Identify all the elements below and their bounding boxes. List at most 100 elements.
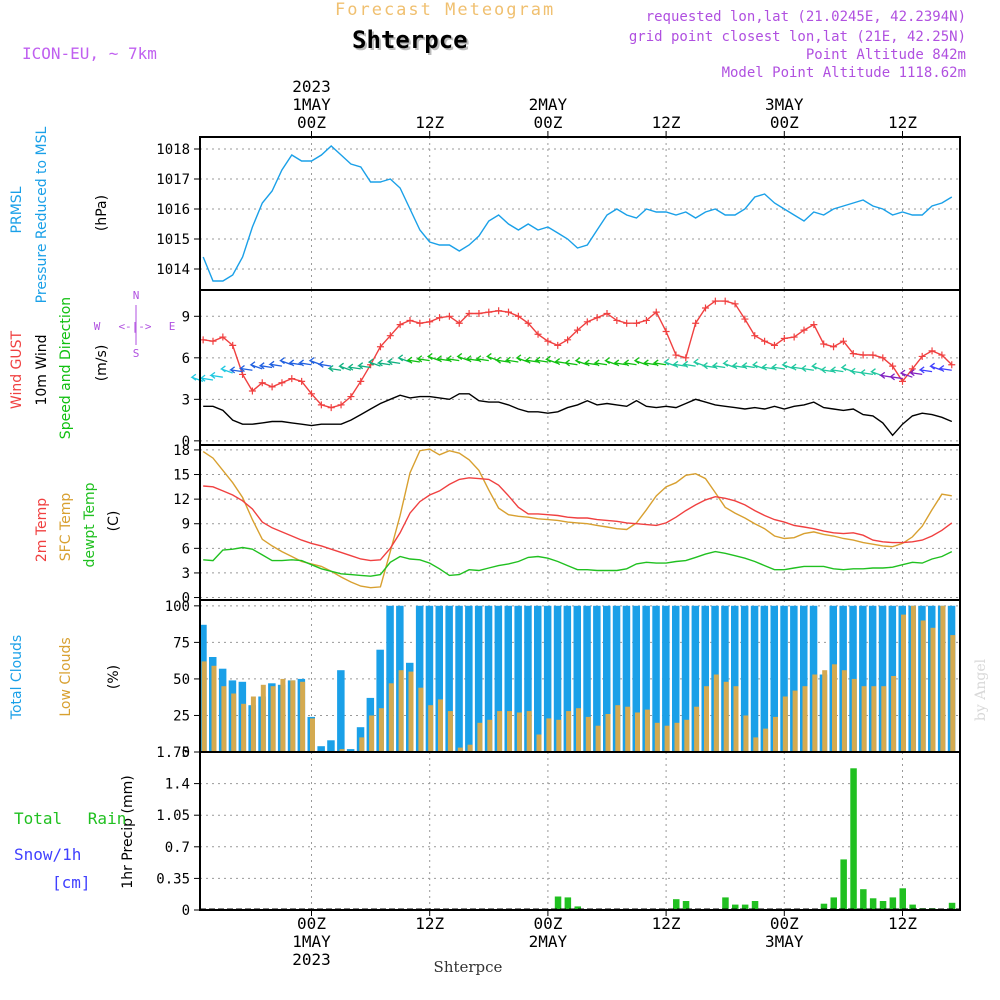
wind-direction-arrow (347, 363, 361, 371)
total-cloud-bar (455, 605, 463, 752)
gust-marker (751, 332, 759, 340)
wind-direction-arrow (642, 359, 657, 367)
total-cloud-bar (445, 605, 453, 752)
low-cloud-bar (359, 737, 365, 752)
wind-direction-arrow (623, 359, 637, 367)
wind-direction-arrow (938, 364, 952, 373)
total-cloud-bar (652, 605, 660, 752)
wind-direction-arrow (770, 363, 785, 371)
top-axis-hour: 00Z (770, 113, 799, 132)
wind-direction-arrow (229, 366, 243, 374)
y-tick-label: 0 (182, 903, 190, 919)
y-tick-label: 1.4 (165, 777, 190, 793)
location-title: Shterpce (352, 26, 468, 54)
wind-direction-arrow (515, 354, 529, 363)
wind-direction-arrow (820, 366, 834, 374)
top-axis-day: 1MAY (292, 95, 331, 114)
rain-bar (840, 859, 847, 910)
low-cloud-bar (516, 712, 522, 752)
total-cloud-bar (346, 749, 355, 752)
gust-marker (485, 308, 493, 316)
gust-marker (889, 362, 897, 370)
low-cloud-bar (802, 686, 808, 752)
y-tick-label: 1017 (156, 172, 190, 188)
low-cloud-bar (201, 661, 207, 752)
gust-marker (711, 297, 719, 305)
total-cloud-bar (474, 605, 483, 752)
gust-marker (347, 393, 355, 401)
low-cloud-bar (221, 686, 227, 752)
wind-direction-arrow (583, 359, 598, 367)
low-cloud-bar (241, 703, 247, 752)
y-tick-label: 75 (173, 635, 190, 651)
low-cloud-bar (467, 744, 473, 752)
wind-direction-arrow (338, 362, 352, 371)
low-cloud-bar (595, 725, 601, 752)
rain-bar (860, 889, 867, 910)
rain-bar (554, 896, 562, 910)
wind-direction-arrow (327, 364, 342, 373)
low-cloud-bar (250, 696, 256, 752)
low-cloud-bar (556, 719, 562, 752)
low-cloud-bar (664, 725, 670, 752)
rain-bar (732, 904, 739, 910)
gust-marker (820, 340, 828, 348)
panel-frames (199, 136, 961, 911)
low-cloud-bar (231, 693, 237, 752)
axis-ticks (194, 131, 903, 916)
bottom-axis-day: 2MAY (529, 932, 568, 951)
total-cloud-bar (563, 605, 572, 752)
gust-marker (455, 319, 463, 327)
wind-direction-arrow (456, 352, 470, 362)
gust-marker (288, 375, 296, 383)
total-cloud-bar (494, 605, 503, 752)
gust-marker (613, 316, 621, 324)
wind-direction-arrow (317, 360, 332, 368)
rain-bar (673, 899, 680, 910)
wind-direction-arrow (731, 362, 745, 370)
low-cloud-bar (438, 699, 443, 752)
gust-marker (672, 351, 680, 359)
footer-location: Shterpce (434, 958, 503, 976)
gust-marker (879, 354, 887, 362)
wind-direction-arrow (840, 364, 854, 373)
low-cloud-bar (733, 686, 739, 752)
wind-direction-arrow (279, 357, 293, 366)
total-cloud-bar (524, 605, 532, 752)
total-cloud-bar (327, 740, 335, 752)
low-cloud-bar (566, 711, 572, 752)
gust-marker (800, 326, 808, 334)
gust-marker (475, 310, 483, 318)
wind-direction-arrow (908, 369, 923, 377)
total-cloud-bar (622, 605, 631, 752)
forecast-title: Forecast Meteogram (335, 0, 556, 20)
wind-direction-arrow (220, 365, 233, 374)
total-cloud-bar (740, 605, 749, 752)
low-cloud-bar (694, 706, 700, 752)
wind-direction-arrow (209, 371, 223, 379)
wind-direction-arrow (701, 362, 716, 370)
gust-marker (406, 316, 414, 324)
wind-direction-arrow (652, 359, 667, 367)
wind-direction-arrow (800, 364, 814, 373)
y-tick-label: 0 (182, 745, 190, 761)
low-cloud-bar (507, 711, 512, 752)
gust-marker (623, 319, 631, 327)
gust-marker (278, 379, 286, 387)
gust-marker (603, 310, 611, 318)
total-cloud-bar (465, 605, 473, 752)
rain-bar (850, 768, 857, 910)
low-cloud-bar (487, 719, 493, 752)
gust-marker (662, 328, 670, 336)
low-cloud-bar (408, 671, 414, 752)
low-cloud-bar (743, 715, 749, 752)
compass-w: W (94, 320, 101, 333)
gust-marker (534, 330, 542, 338)
wind-direction-arrow (692, 358, 706, 367)
y-tick-label: 50 (173, 672, 190, 688)
total-cloud-bar (386, 605, 394, 752)
low-cloud-bar (378, 708, 384, 752)
wind-direction-arrow (297, 359, 312, 367)
low-cloud-bar (398, 670, 404, 752)
low-cloud-bar (290, 680, 296, 752)
